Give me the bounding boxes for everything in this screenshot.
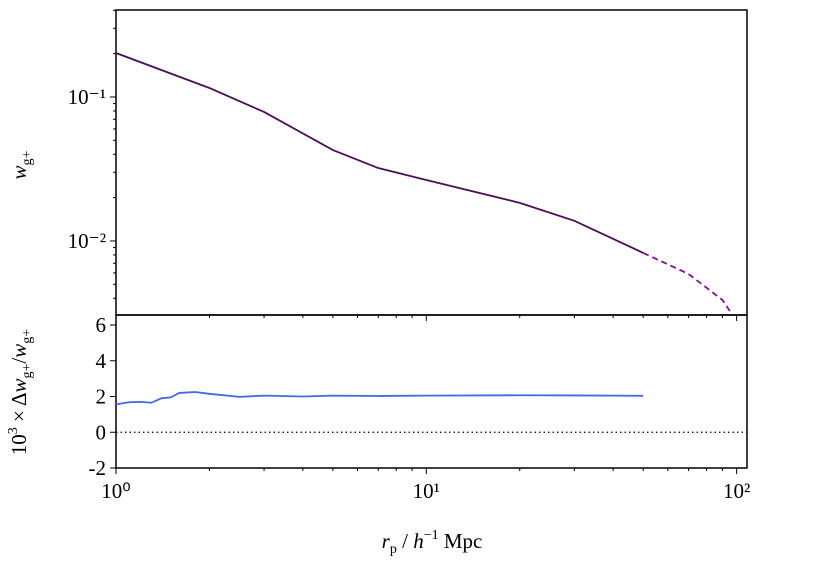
- y-tick-label: 6: [96, 313, 107, 337]
- label-part: Mpc: [439, 529, 483, 553]
- label-part: /: [397, 529, 413, 553]
- label-part: p: [390, 542, 397, 557]
- data-line: [115, 52, 644, 254]
- y-tick-label: 0: [96, 420, 107, 444]
- y-tick-label: 10⁻²: [68, 229, 106, 253]
- x-tick-label: 10²: [723, 479, 750, 503]
- y-tick-label: 2: [96, 385, 107, 409]
- label-part: × Δ: [7, 392, 31, 427]
- label-part: h: [413, 529, 424, 553]
- y-tick-label: 10⁻¹: [68, 85, 106, 109]
- axis-label: rp / h−1 Mpc: [382, 528, 483, 557]
- data-line: [642, 252, 734, 316]
- label-part: 10: [7, 434, 31, 455]
- y-tick-label: 4: [96, 349, 107, 373]
- label-part: −1: [424, 528, 439, 543]
- plot-frame: [115, 9, 748, 316]
- label-part: g+: [20, 329, 35, 344]
- axis-label: 103 × Δwg+/wg+: [6, 329, 35, 455]
- label-part: w: [7, 165, 31, 179]
- label-part: g+: [20, 363, 35, 378]
- y-tick-label: -2: [89, 456, 107, 480]
- label-part: /: [7, 358, 31, 364]
- label-part: w: [7, 344, 31, 358]
- label-part: r: [382, 529, 391, 553]
- data-line: [115, 391, 644, 406]
- x-tick-label: 10¹: [413, 479, 440, 503]
- label-part: g+: [20, 150, 35, 165]
- label-part: 3: [6, 427, 21, 434]
- plot-frame: [115, 314, 748, 469]
- axis-label: wg+: [7, 150, 35, 179]
- label-part: w: [7, 378, 31, 392]
- x-tick-label: 10⁰: [101, 479, 130, 503]
